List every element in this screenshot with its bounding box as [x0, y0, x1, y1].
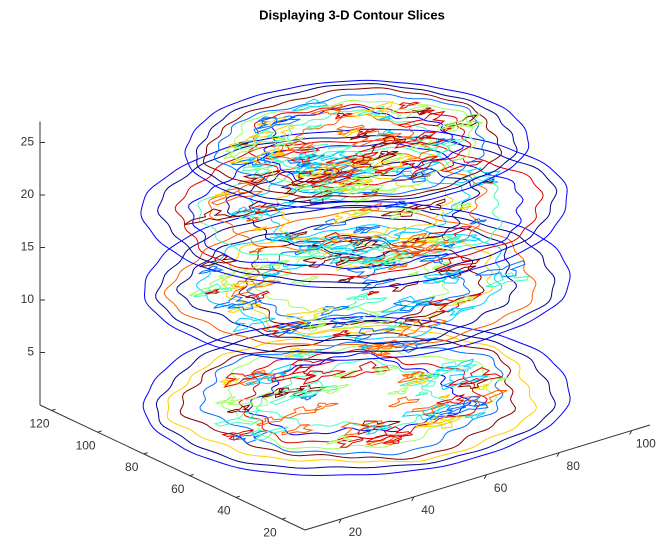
contour-line — [334, 213, 368, 224]
y-tick-mark — [52, 409, 56, 410]
x-tick-label: 80 — [567, 459, 581, 473]
contour-line — [388, 388, 408, 394]
contour-line — [408, 272, 418, 275]
x-tick-label: 40 — [421, 503, 435, 517]
contour-line — [282, 407, 316, 418]
z-tick-label: 5 — [27, 345, 34, 359]
chart: Displaying 3-D Contour Slices 20 40 60 80 10… — [0, 0, 667, 546]
z-tick-label: 20 — [21, 187, 35, 201]
y-tick-label: 120 — [30, 417, 50, 431]
y-tick-label: 60 — [171, 482, 185, 496]
contour-line — [346, 293, 367, 300]
x-tick-label: 20 — [349, 525, 363, 539]
contour-line — [227, 405, 249, 412]
z-tick-label: 15 — [21, 240, 35, 254]
y-tick-mark — [282, 518, 286, 519]
x-tick-label: 100 — [636, 437, 656, 451]
y-tick-mark — [190, 474, 194, 475]
y-tick-mark — [236, 496, 240, 497]
contour-line — [389, 397, 420, 407]
contour-line — [250, 249, 262, 253]
contour-line — [368, 291, 379, 295]
contour-line — [257, 417, 283, 426]
contour-line — [167, 325, 536, 462]
y-tick-label: 80 — [125, 460, 139, 474]
contour-line — [439, 395, 450, 398]
y-tick-label: 40 — [217, 504, 231, 518]
y-tick-label: 100 — [76, 438, 96, 452]
contour-line — [362, 279, 395, 290]
contour-line — [315, 403, 338, 410]
chart-title: Displaying 3-D Contour Slices — [259, 7, 445, 22]
y-tick-mark — [144, 453, 148, 454]
y-tick-mark — [98, 431, 102, 432]
contour-line — [415, 392, 427, 396]
contour-line — [228, 391, 278, 407]
contour-line — [498, 378, 509, 382]
y-tick-label: 20 — [263, 525, 277, 539]
contour-line — [223, 430, 254, 440]
x-tick-label: 60 — [494, 481, 508, 495]
z-tick-label: 25 — [21, 135, 35, 149]
x-axis-line — [305, 425, 650, 530]
z-tick-label: 10 — [21, 292, 35, 306]
contour-line — [292, 99, 327, 111]
contour-line — [339, 277, 354, 282]
